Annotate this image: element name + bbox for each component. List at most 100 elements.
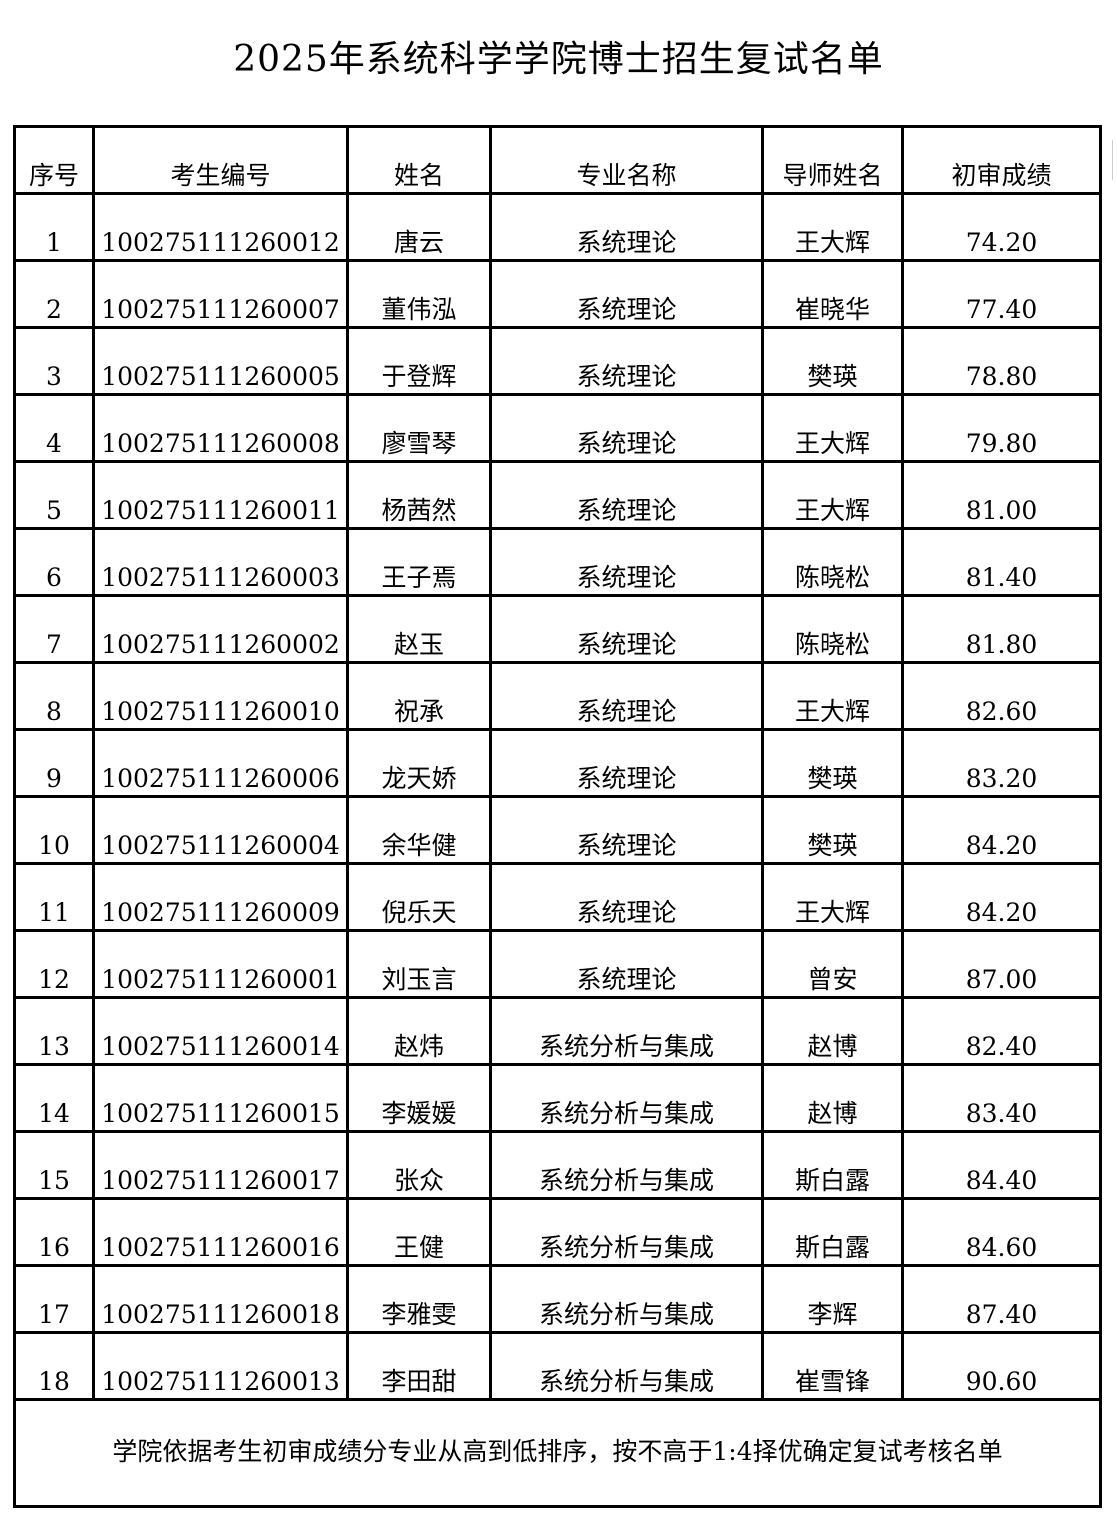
cell-candidate-id: 100275111260005 [92,326,349,396]
cell-index: 5 [13,460,95,530]
cell-index: 14 [13,1063,95,1133]
cell-score: 81.40 [901,527,1102,597]
cell-name: 廖雪琴 [346,393,492,463]
cell-advisor: 王大辉 [761,393,904,463]
cell-name: 张众 [346,1130,492,1200]
cell-name: 赵玉 [346,594,492,664]
cell-index: 17 [13,1264,95,1334]
cell-candidate-id: 100275111260014 [92,996,349,1066]
cell-index: 7 [13,594,95,664]
table-row: 1 100275111260012 唐云 系统理论 王大辉 74.20 [13,192,1102,262]
cell-candidate-id: 100275111260016 [92,1197,349,1267]
cell-advisor: 樊瑛 [761,728,904,798]
cell-major: 系统理论 [489,192,764,262]
cell-advisor: 赵博 [761,996,904,1066]
header-candidate-id: 考生编号 [92,125,349,195]
cell-candidate-id: 100275111260015 [92,1063,349,1133]
cell-candidate-id: 100275111260007 [92,259,349,329]
cell-candidate-id: 100275111260008 [92,393,349,463]
cell-major: 系统分析与集成 [489,1130,764,1200]
cell-major: 系统理论 [489,259,764,329]
cell-index: 16 [13,1197,95,1267]
cell-score: 74.20 [901,192,1102,262]
cell-candidate-id: 100275111260004 [92,795,349,865]
cell-candidate-id: 100275111260011 [92,460,349,530]
cell-score: 84.20 [901,795,1102,865]
cell-index: 1 [13,192,95,262]
cell-score: 79.80 [901,393,1102,463]
table-row: 9 100275111260006 龙天娇 系统理论 樊瑛 83.20 [13,728,1102,798]
cell-advisor: 陈晓松 [761,527,904,597]
cell-score: 82.60 [901,661,1102,731]
candidate-table: 序号 考生编号 姓名 专业名称 导师姓名 初审成绩 1 100275111260012 唐云系… [13,125,1102,1508]
table-row: 12 100275111260001 刘玉言 系统理论 曾安 87.00 [13,929,1102,999]
cell-major: 系统理论 [489,326,764,396]
cell-advisor: 崔晓华 [761,259,904,329]
table-row: 2 100275111260007 董伟泓 系统理论 崔晓华 77.40 [13,259,1102,329]
cell-major: 系统分析与集成 [489,1264,764,1334]
cell-score: 84.60 [901,1197,1102,1267]
cell-score: 84.40 [901,1130,1102,1200]
cell-advisor: 王大辉 [761,460,904,530]
table-row: 15 100275111260017 张众 系统分析与集成 斯白露 84.40 [13,1130,1102,1200]
table-row: 18 100275111260013 李田甜 系统分析与集成 崔雪锋 90.60 [13,1331,1102,1401]
table-row: 13 100275111260014 赵炜 系统分析与集成 赵博 82.40 [13,996,1102,1066]
header-name: 姓名 [346,125,492,195]
cell-advisor: 樊瑛 [761,795,904,865]
cell-advisor: 崔雪锋 [761,1331,904,1401]
cell-candidate-id: 100275111260017 [92,1130,349,1200]
cell-advisor: 李辉 [761,1264,904,1334]
table-row: 16 100275111260016 王健 系统分析与集成 斯白露 84.60 [13,1197,1102,1267]
cell-major: 系统分析与集成 [489,1331,764,1401]
cell-name: 王子焉 [346,527,492,597]
cell-score: 87.40 [901,1264,1102,1334]
cell-name: 李媛媛 [346,1063,492,1133]
cell-major: 系统分析与集成 [489,1063,764,1133]
cell-candidate-id: 100275111260010 [92,661,349,731]
table-row: 6 100275111260003 王子焉 系统理论 陈晓松 81.40 [13,527,1102,597]
cell-candidate-id: 100275111260009 [92,862,349,932]
cell-candidate-id: 100275111260003 [92,527,349,597]
cell-major: 系统分析与集成 [489,1197,764,1267]
page-title: 2025年系统科学学院博士招生复试名单 [233,39,884,80]
footnote-row: 学院依据考生初审成绩分专业从高到低排序，按不高于1:4择优确定复试考核名单 [13,1398,1102,1508]
cell-major: 系统理论 [489,929,764,999]
header-score: 初审成绩 [901,125,1102,195]
cell-advisor: 王大辉 [761,661,904,731]
cell-score: 78.80 [901,326,1102,396]
cell-score: 84.20 [901,862,1102,932]
cell-index: 2 [13,259,95,329]
cell-index: 8 [13,661,95,731]
cell-score: 83.40 [901,1063,1102,1133]
cell-name: 赵炜 [346,996,492,1066]
cell-major: 系统理论 [489,661,764,731]
cell-name: 李雅雯 [346,1264,492,1334]
page-edge-mark [1112,140,1116,180]
cell-index: 6 [13,527,95,597]
cell-major: 系统分析与集成 [489,996,764,1066]
cell-candidate-id: 100275111260006 [92,728,349,798]
table-row: 11 100275111260009 倪乐天 系统理论 王大辉 84.20 [13,862,1102,932]
cell-score: 90.60 [901,1331,1102,1401]
cell-candidate-id: 100275111260001 [92,929,349,999]
cell-major: 系统理论 [489,460,764,530]
cell-candidate-id: 100275111260002 [92,594,349,664]
cell-score: 83.20 [901,728,1102,798]
cell-major: 系统理论 [489,728,764,798]
cell-name: 于登辉 [346,326,492,396]
cell-candidate-id: 100275111260013 [92,1331,349,1401]
cell-index: 3 [13,326,95,396]
cell-index: 12 [13,929,95,999]
cell-name: 李田甜 [346,1331,492,1401]
cell-score: 77.40 [901,259,1102,329]
cell-advisor: 曾安 [761,929,904,999]
cell-name: 董伟泓 [346,259,492,329]
cell-index: 4 [13,393,95,463]
cell-major: 系统理论 [489,862,764,932]
cell-index: 9 [13,728,95,798]
header-major: 专业名称 [489,125,764,195]
cell-advisor: 樊瑛 [761,326,904,396]
cell-advisor: 斯白露 [761,1130,904,1200]
cell-major: 系统理论 [489,527,764,597]
table-row: 14 100275111260015 李媛媛 系统分析与集成 赵博 83.40 [13,1063,1102,1133]
